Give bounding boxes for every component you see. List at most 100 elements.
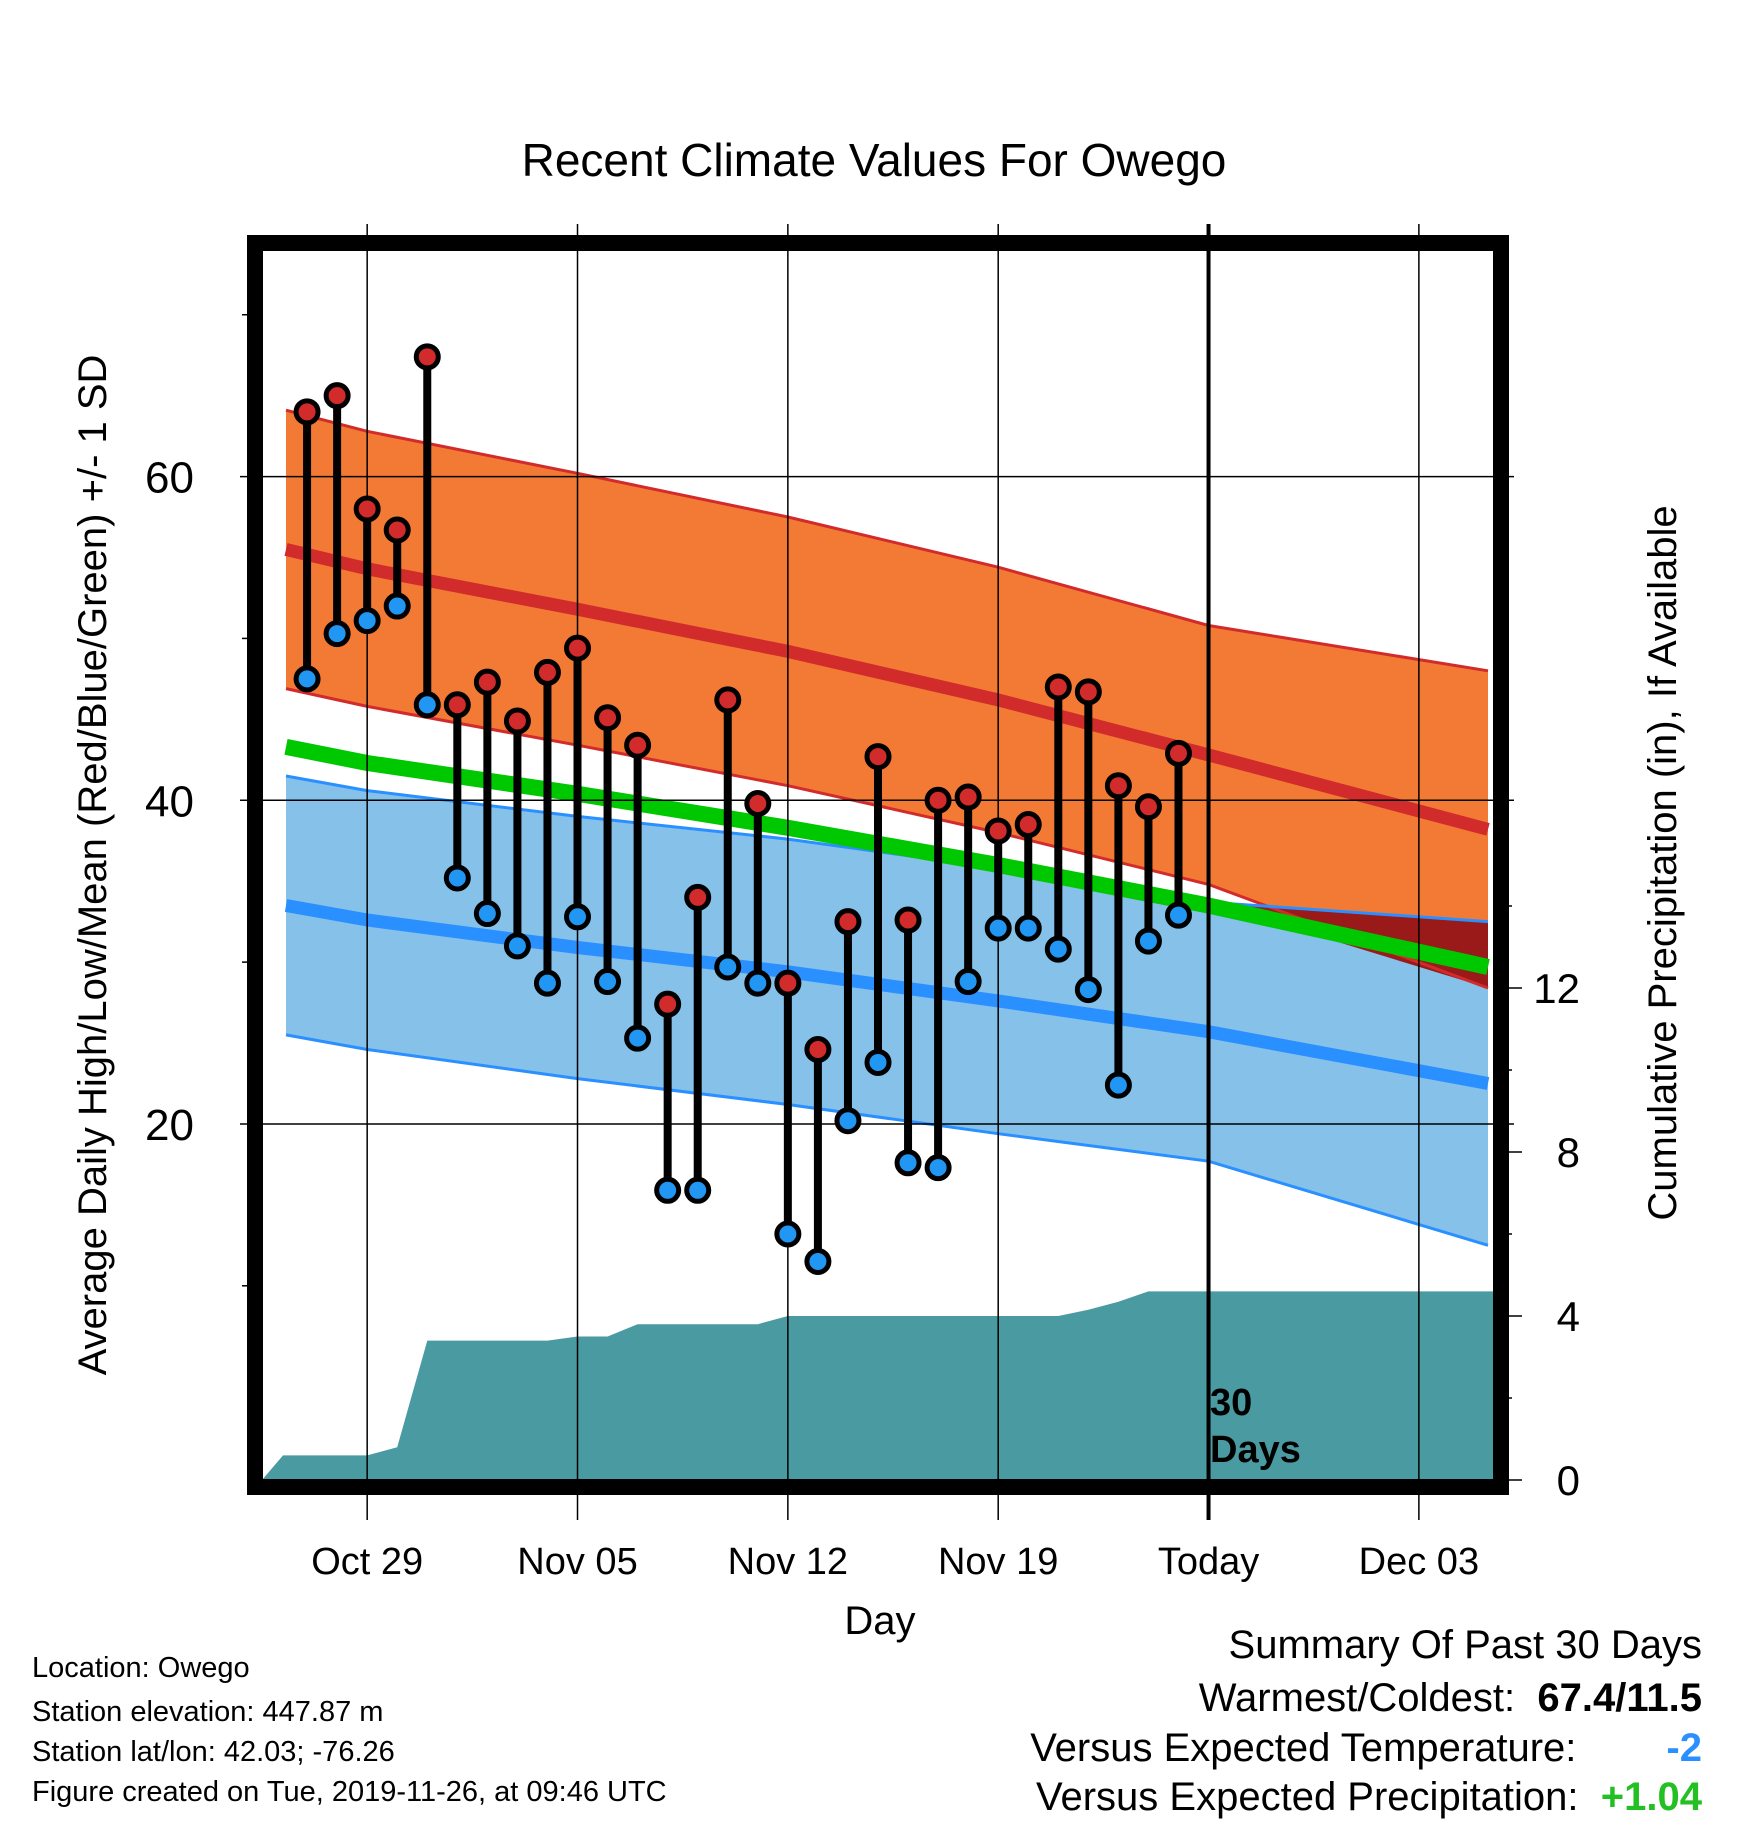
chart-title: Recent Climate Values For Owego	[522, 134, 1227, 186]
warmest-label: Warmest/Coldest:	[1198, 1676, 1516, 1720]
x-tick-label: Nov 12	[728, 1541, 848, 1583]
y-tick-label: 40	[145, 777, 194, 826]
low-point	[834, 1107, 862, 1135]
high-point	[954, 783, 982, 811]
low-point	[804, 1248, 832, 1276]
low-point	[624, 1024, 652, 1052]
high-sd-band	[286, 410, 1488, 988]
low-point	[1074, 976, 1102, 1004]
low-point	[1104, 1071, 1132, 1099]
y2-tick-label: 12	[1533, 965, 1580, 1012]
temp-label: Versus Expected Temperature:	[1030, 1726, 1577, 1770]
location-text: Location: Owego	[32, 1652, 250, 1684]
plot-frame	[247, 235, 1509, 1495]
low-point	[1044, 935, 1072, 963]
x-axis-label: Day	[844, 1599, 915, 1643]
today-label-line2: Days	[1210, 1429, 1301, 1471]
y-axis-label: Average Daily High/Low/Mean (Red/Blue/Gr…	[71, 355, 115, 1376]
today-label-line1: 30	[1210, 1382, 1252, 1424]
low-point	[684, 1176, 712, 1204]
summary-temp-row: Versus Expected Temperature: -2	[1030, 1728, 1702, 1768]
low-point	[413, 691, 441, 719]
summary-precip-row: Versus Expected Precipitation: +1.04	[1036, 1777, 1702, 1817]
high-point	[834, 908, 862, 936]
low-point	[533, 969, 561, 997]
high-point	[413, 343, 441, 371]
high-point	[714, 686, 742, 714]
low-point	[744, 969, 772, 997]
created-text: Figure created on Tue, 2019-11-26, at 09…	[32, 1776, 667, 1808]
low-point	[383, 592, 411, 620]
latlon-text: Station lat/lon: 42.03; -76.26	[32, 1736, 395, 1768]
x-tick-label: Dec 03	[1359, 1541, 1479, 1583]
precip-value: +1.04	[1600, 1775, 1702, 1819]
elevation-text: Station elevation: 447.87 m	[32, 1696, 384, 1728]
low-point	[984, 914, 1012, 942]
high-point	[804, 1036, 832, 1063]
low-point	[864, 1048, 892, 1076]
low-point	[654, 1176, 682, 1204]
low-point	[353, 607, 381, 635]
low-point	[1164, 901, 1192, 929]
high-point	[594, 704, 622, 732]
low-point	[894, 1149, 922, 1177]
high-point	[744, 790, 772, 817]
low-point	[774, 1220, 802, 1248]
low-point	[1134, 927, 1162, 955]
high-point	[1014, 811, 1042, 839]
warmest-value: 67.4/11.5	[1537, 1676, 1702, 1720]
low-point	[714, 953, 742, 981]
low-point	[924, 1154, 952, 1182]
axes: 0 4 8 12 20 40 60 Oct 29 Nov 05 Nov 12 Nov 19 Today…	[145, 224, 1580, 1583]
high-point	[984, 817, 1012, 845]
high-point	[924, 786, 952, 814]
high-point	[473, 668, 501, 696]
high-point	[383, 516, 411, 544]
high-point	[293, 398, 321, 426]
low-point	[443, 864, 471, 892]
high-point	[533, 658, 561, 686]
low-point	[293, 665, 321, 693]
y-tick-label: 20	[145, 1101, 194, 1150]
high-point	[624, 731, 652, 759]
y2-tick-label: 4	[1557, 1293, 1580, 1340]
high-point	[1134, 793, 1162, 821]
high-point	[353, 495, 381, 523]
high-point	[774, 969, 802, 997]
high-point	[894, 906, 922, 934]
high-point	[654, 990, 682, 1018]
y-tick-label: 60	[145, 454, 194, 503]
low-point	[1014, 914, 1042, 942]
high-point	[864, 743, 892, 771]
temp-value: -2	[1666, 1726, 1702, 1770]
y2-axis-label: Cumulative Precipitation (in), If Availa…	[1641, 505, 1685, 1220]
high-point	[564, 634, 592, 662]
low-point	[954, 968, 982, 996]
high-point	[1104, 772, 1132, 800]
temperature-marks	[293, 343, 1192, 1276]
low-point	[503, 932, 531, 960]
y2-tick-label: 8	[1557, 1129, 1580, 1176]
high-point	[323, 382, 351, 410]
high-point	[1074, 678, 1102, 706]
x-tick-label: Today	[1158, 1541, 1259, 1583]
high-point	[503, 707, 531, 735]
high-point	[443, 691, 471, 719]
low-point	[473, 900, 501, 928]
low-point	[564, 903, 592, 931]
x-tick-label: Nov 19	[938, 1541, 1058, 1583]
low-point	[323, 620, 351, 648]
y2-tick-label: 0	[1557, 1457, 1580, 1504]
high-point	[1164, 739, 1192, 767]
high-point	[1044, 673, 1072, 701]
summary-warmest-row: Warmest/Coldest: 67.4/11.5	[1199, 1678, 1702, 1718]
x-tick-label: Oct 29	[311, 1541, 423, 1583]
low-sd-band	[286, 776, 1488, 1246]
precip-label: Versus Expected Precipitation:	[1036, 1775, 1579, 1819]
summary-title: Summary Of Past 30 Days	[1228, 1623, 1702, 1667]
x-tick-label: Nov 05	[517, 1541, 637, 1583]
low-point	[594, 968, 622, 996]
high-point	[684, 883, 712, 911]
precip-area	[262, 1291, 1494, 1480]
